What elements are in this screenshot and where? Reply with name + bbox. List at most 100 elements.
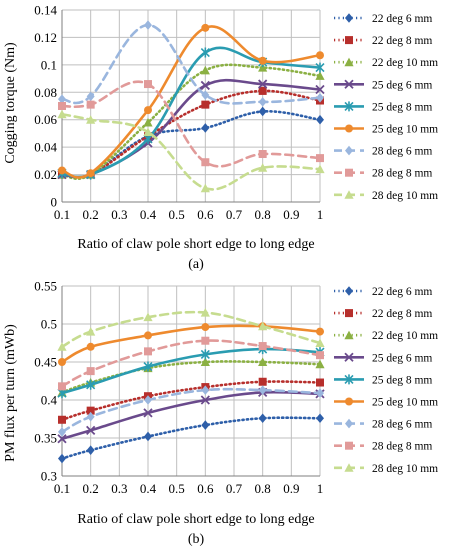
data-point [201,323,210,332]
series-line [60,390,322,441]
y-tick-label: 0.45 [34,355,57,370]
data-point [58,166,66,175]
data-point [86,425,96,436]
legend-label: 22 deg 10 mm [372,330,438,342]
data-point [316,413,324,424]
data-point [316,114,324,125]
legend-marker [344,57,354,67]
data-point [201,336,210,345]
data-point [144,431,152,442]
chart-b-x-axis-label: Ratio of claw pole short edge to long ed… [77,512,314,527]
legend-label: 22 deg 6 mm [372,286,432,298]
chart-b-y-ticks: 0.3 0.35 0.4 0.45 0.5 0.55 [34,279,57,484]
data-point [200,65,210,75]
data-point [86,169,95,178]
legend-label: 28 deg 8 mm [372,441,432,453]
data-point [258,97,267,107]
data-point [316,378,324,387]
data-point [201,123,210,133]
data-point [258,385,267,395]
legend-label: 28 deg 10 mm [372,190,438,202]
series-line [60,310,322,349]
chart-a-x-ticks: 0.1 0.2 0.3 0.4 0.5 0.6 0.7 0.8 0.9 1 [54,207,323,222]
data-point [258,79,268,89]
series-line [60,416,322,460]
data-point [86,91,95,102]
x-tick-label: 0.8 [255,207,271,222]
data-point [200,308,210,317]
data-point [258,56,267,65]
chart-a-sub-label: (a) [188,257,204,272]
data-point [258,342,267,351]
data-point [57,342,67,351]
data-point [201,158,210,167]
data-point [144,20,152,30]
chart-b-y-axis-label: PM flux per turn (mWb) [3,324,18,462]
data-point [143,361,153,372]
chart-a-legend: 22 deg 6 mm 22 deg 8 mm 22 deg 10 mm 25 deg… [334,13,438,202]
data-point [258,163,268,172]
legend-marker [344,101,354,112]
legend-marker [344,374,354,385]
data-point [86,342,95,351]
data-point [316,327,324,336]
y-tick-label: 0.04 [34,140,57,155]
data-point [143,408,153,418]
y-tick-label: 0.3 [41,469,57,484]
x-tick-label: 0.9 [283,207,299,222]
legend-marker [344,79,354,89]
chart-b-sub-label: (b) [188,532,205,547]
legend-label: 28 deg 6 mm [372,419,432,431]
data-point [86,100,95,109]
x-tick-label: 0.9 [283,481,299,496]
data-point [86,379,96,390]
data-point [201,385,210,395]
y-tick-label: 0.06 [34,112,57,127]
legend-marker [345,418,353,429]
legend-label: 25 deg 6 mm [372,79,432,91]
x-tick-label: 0.7 [226,481,243,496]
data-point [200,395,210,405]
data-point [315,84,325,95]
data-point [316,154,324,163]
series-line [60,78,322,179]
legend-label: 28 deg 8 mm [372,168,432,180]
data-point [315,62,325,73]
chart-b-x-ticks: 0.1 0.2 0.3 0.4 0.5 0.6 0.7 0.8 0.9 1 [54,481,323,496]
chart-a-y-axis-label: Cogging torque (Nm) [3,42,18,164]
data-point [316,92,324,103]
data-point [144,347,152,356]
legend-marker [345,397,353,406]
legend-marker [345,145,353,156]
legend-label: 25 deg 8 mm [372,101,432,113]
data-point [315,164,325,174]
legend-label: 25 deg 10 mm [372,124,438,136]
y-tick-label: 0.55 [34,279,57,294]
data-point [58,358,66,366]
y-tick-label: 0 [51,195,58,210]
legend-label: 25 deg 6 mm [372,352,432,364]
data-point [258,150,267,158]
chart-a-y-ticks: 0 0.02 0.04 0.06 0.08 0.1 0.12 0.14 [34,3,57,210]
x-tick-label: 0.5 [169,207,185,222]
data-point [58,94,66,104]
data-point [144,80,152,89]
series-line [60,360,322,394]
data-point [315,338,325,347]
data-point [58,382,66,391]
legend-label: 22 deg 8 mm [372,308,432,320]
y-tick-label: 0.4 [41,393,58,408]
x-tick-label: 0.2 [83,207,99,222]
data-point [143,117,153,127]
data-point [200,80,210,91]
series-line [60,80,322,168]
legend-label: 22 deg 8 mm [372,35,432,47]
x-tick-label: 0.3 [111,481,127,496]
y-tick-label: 0.35 [34,431,57,446]
data-point [201,90,210,100]
data-point [316,388,324,398]
legend-marker [345,124,353,133]
series-line [60,387,322,434]
chart-a-series [57,20,325,193]
data-point [57,434,67,444]
